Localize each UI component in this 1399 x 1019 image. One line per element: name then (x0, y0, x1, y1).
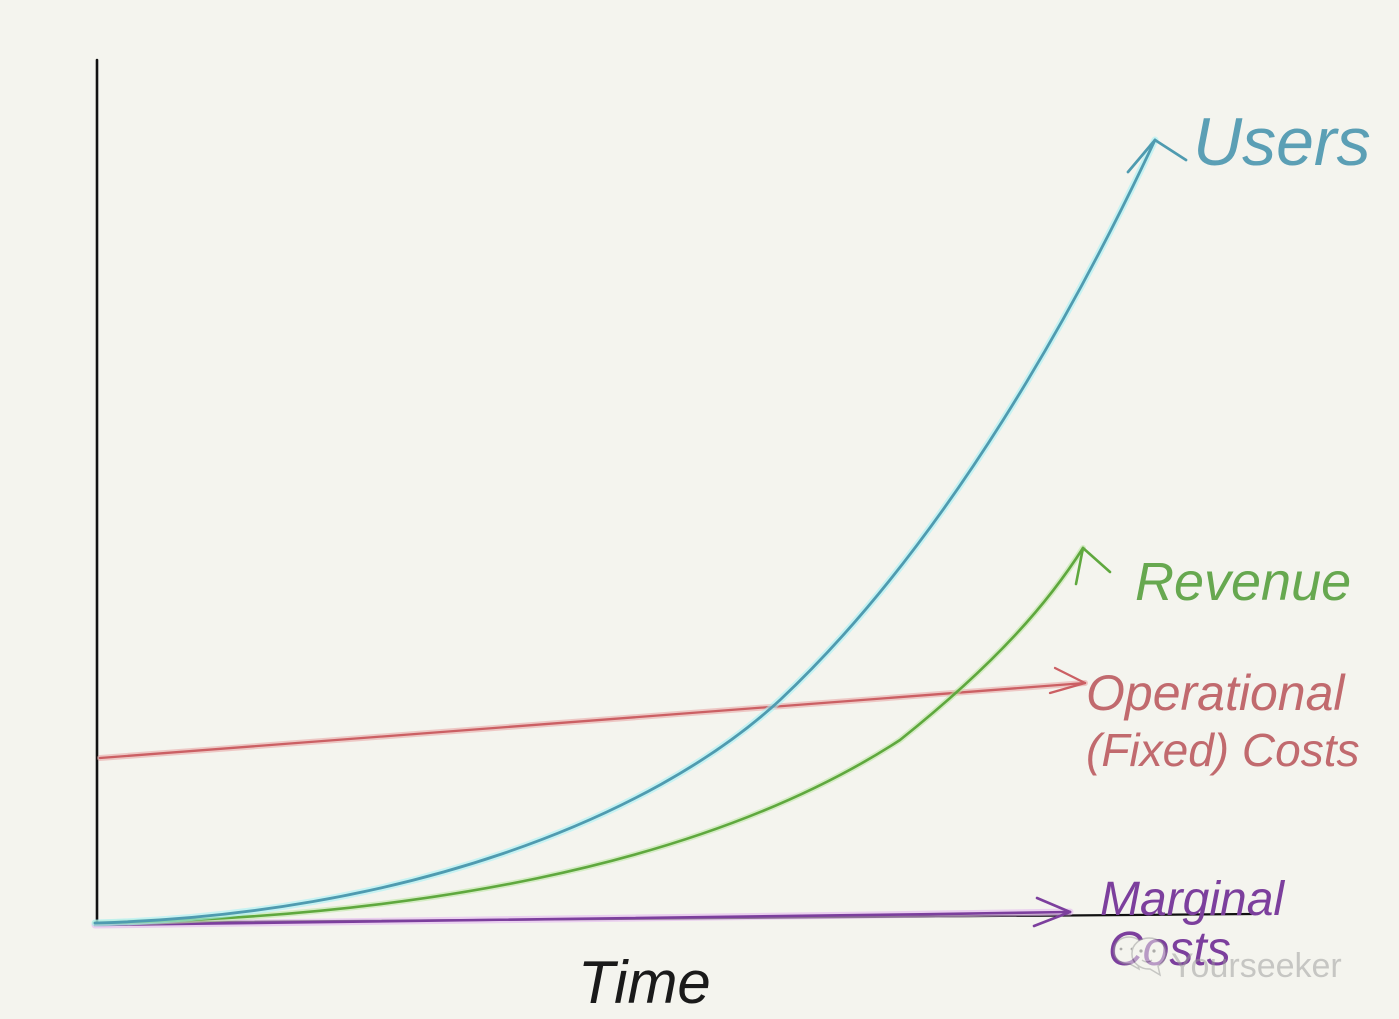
svg-text:Operational: Operational (1086, 665, 1346, 721)
svg-text:Users: Users (1193, 104, 1371, 180)
svg-text:Time: Time (578, 949, 711, 1016)
svg-text:Marginal: Marginal (1100, 873, 1285, 926)
svg-text:Yourseeker: Yourseeker (1171, 947, 1342, 985)
svg-text:(Fixed) Costs: (Fixed) Costs (1086, 724, 1359, 776)
svg-text:Revenue: Revenue (1135, 552, 1351, 612)
